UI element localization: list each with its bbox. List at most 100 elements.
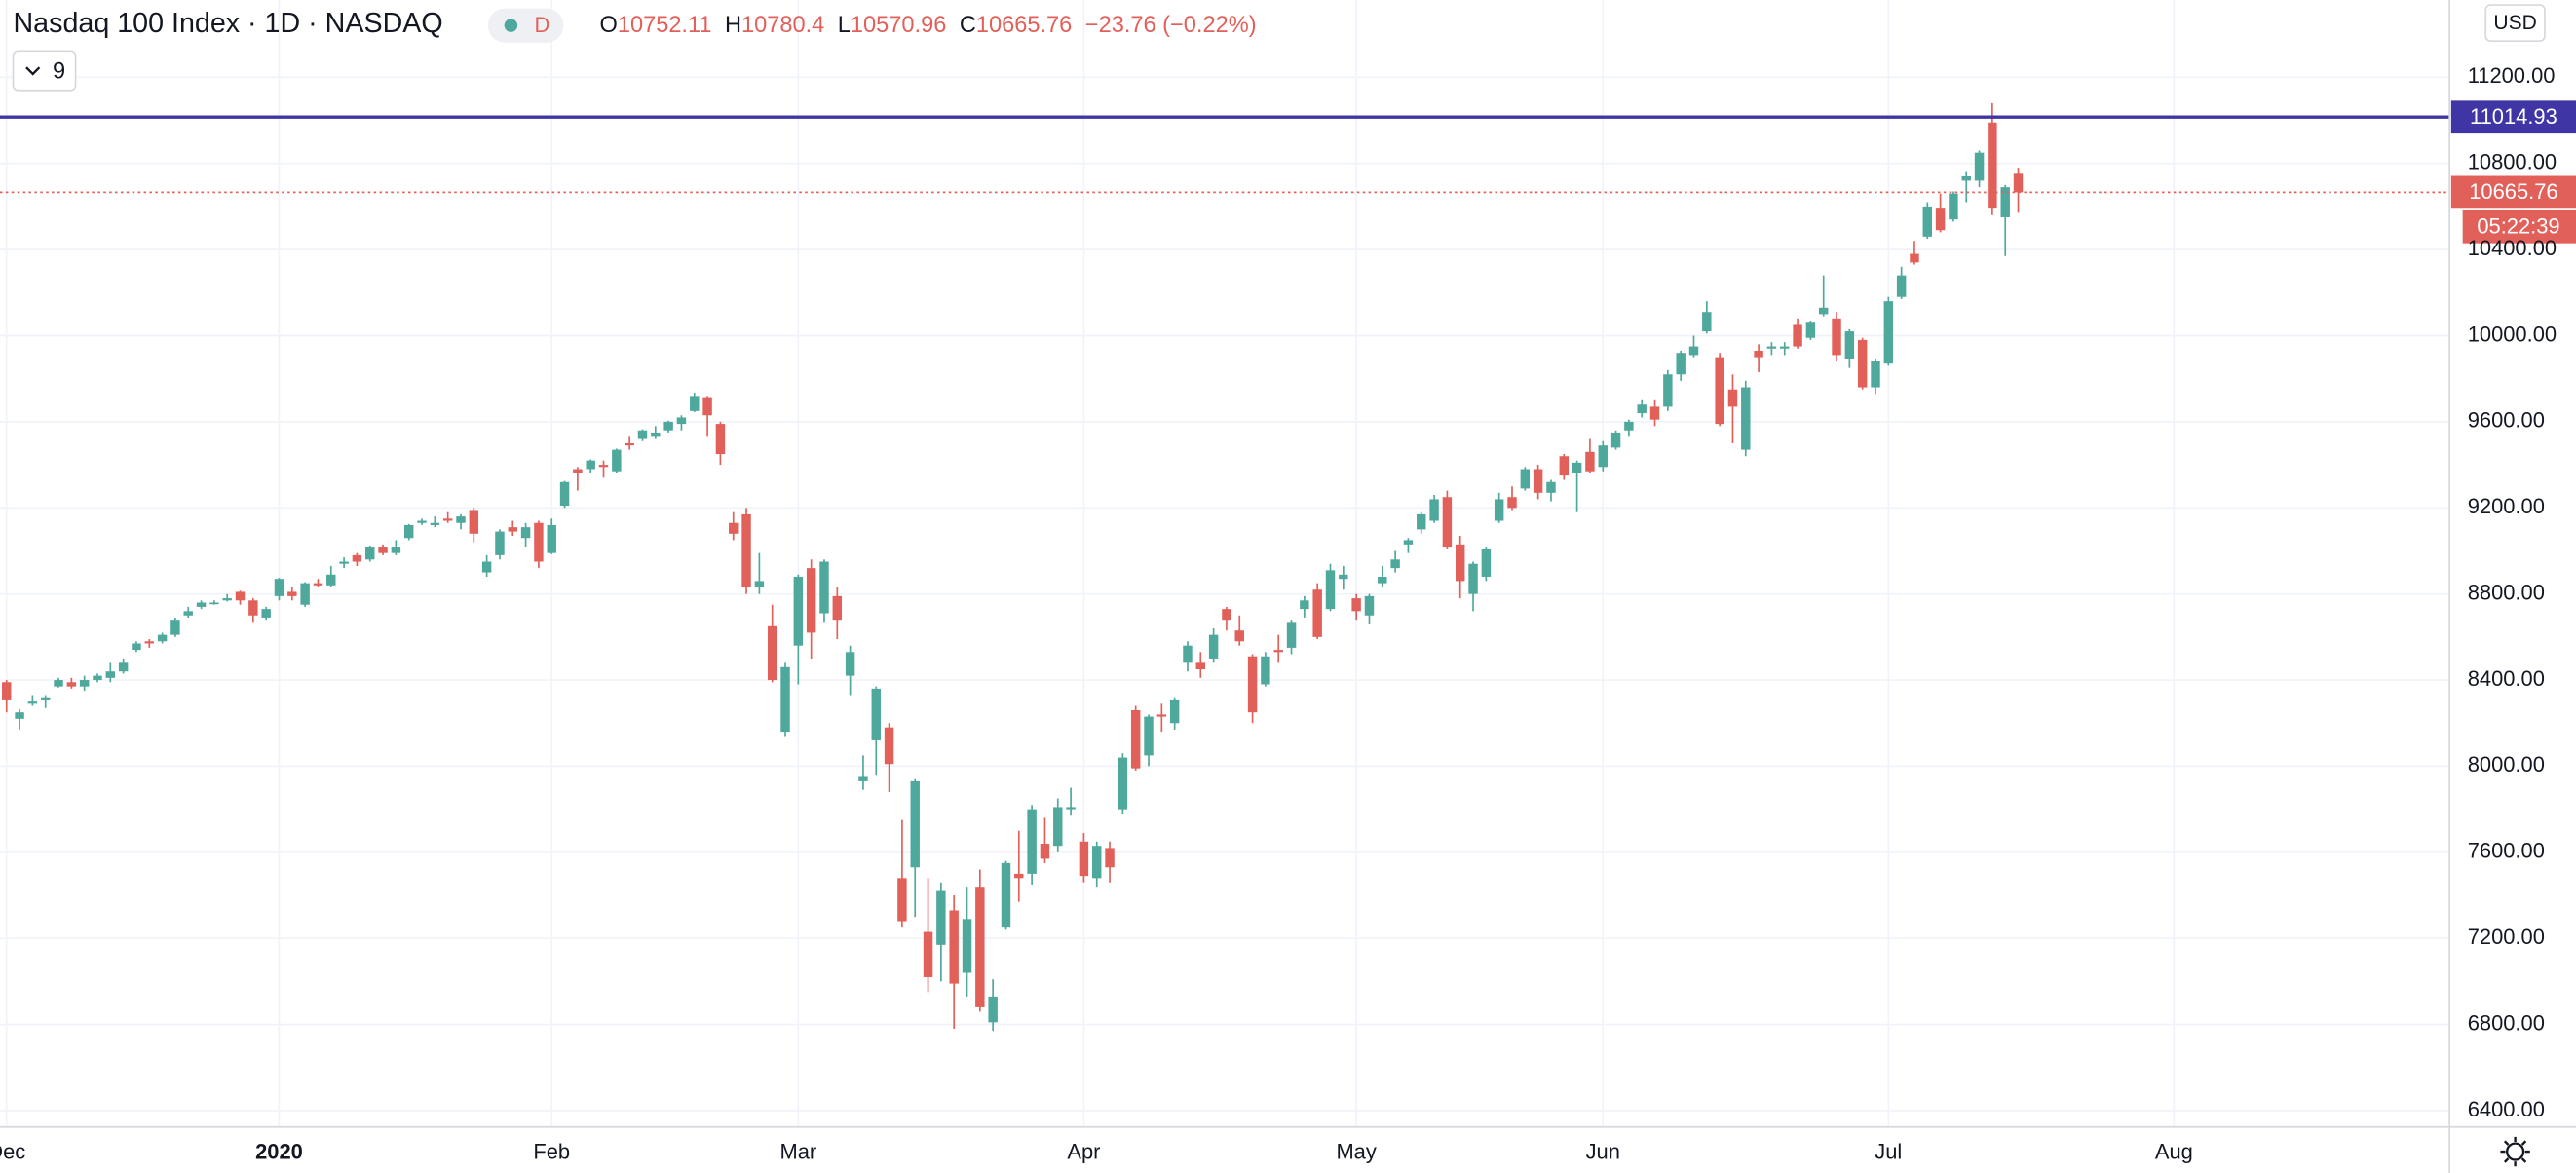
gear-teeth [2500,1136,2530,1167]
candle-body [1014,873,1024,879]
candle-body [1234,630,1244,642]
candle-body [1222,609,1231,621]
candle-body [923,931,933,977]
candle-body [1507,497,1517,509]
y-tick-label: 10400.00 [2468,236,2557,260]
overlays: 11014.93 10665.76 05:22:39 [0,100,2576,244]
candle-body [897,878,907,922]
candle-body [1442,497,1453,548]
candle-body [209,602,219,605]
candle-body [1780,346,1790,349]
grid [0,0,2450,1127]
y-tick-label: 9200.00 [2468,494,2545,518]
indicators-count[interactable]: 9 [53,58,65,84]
candle-body [222,598,232,601]
ohlc-prefix: C [960,13,976,38]
candle-body [1403,540,1414,545]
candle-body [495,531,505,555]
candle-body [1417,513,1426,530]
candle-body [741,513,751,588]
indicators-button[interactable] [12,50,77,92]
candle-body [625,442,634,446]
ohlc-prefix: O [599,13,617,38]
candle-body [1001,862,1011,928]
candle-body [274,579,284,596]
currency-label[interactable]: USD [2493,12,2536,34]
candle-body [1818,307,1829,315]
candle-body [936,890,946,945]
candle-body [235,591,246,601]
ohlc-prefix: H [725,13,741,38]
candle-body [261,609,271,618]
candle-body [573,469,583,473]
ohlc-value: 10752.11 [618,13,712,38]
x-tick-label: Aug [2155,1140,2193,1164]
last-price-badge [2450,175,2576,209]
candle-body [132,643,141,651]
candle-body [1351,598,1361,612]
candle-body [1261,656,1270,685]
ohlc-prefix: L [838,13,851,38]
candle-body [1896,275,1907,297]
candle-body [1961,175,1971,181]
candle-body [1130,709,1141,769]
candle-body [1247,656,1258,713]
candle-body [1208,634,1219,659]
candle-body [1610,432,1621,448]
candle-body [54,680,63,687]
candle-body [1857,339,1868,388]
y-tick-label: 11200.00 [2468,63,2556,88]
candle-body [988,996,998,1023]
candle-body [884,727,894,765]
hline-badge [2450,100,2576,134]
candle-body [1325,570,1336,610]
candle-body [1844,331,1855,359]
candle-body [1559,456,1570,476]
candle-body [1183,645,1193,663]
candle-body [300,583,310,605]
candle-body [105,671,116,678]
x-tick-label: Feb [533,1140,570,1164]
candle-body [1429,499,1439,521]
candle-body [1286,622,1297,648]
candle-body [1144,716,1154,756]
candle-body [287,591,297,596]
candle-body [1637,404,1647,414]
candle-body [845,652,855,676]
ohlc-value: 10780.4 [741,13,824,38]
chart-title: Nasdaq 100 Index · 1D · NASDAQ [13,8,442,39]
last-price-label: 10665.76 [2469,179,2557,204]
candle-body [832,595,843,621]
candle-body [559,481,570,507]
candle-body [1702,312,1712,332]
hline-badge-label: 11014.93 [2470,104,2557,129]
ohlc-value: 10570.96 [851,13,946,38]
candle-body [663,421,673,431]
candle-body [352,554,362,562]
interval-badge[interactable]: D [535,13,550,37]
candle-body [1455,544,1465,582]
candle-body [819,561,829,614]
candle-body [1079,841,1089,877]
candle-body [248,600,258,616]
candle-body [1922,206,1932,237]
settings-icon[interactable] [2500,1136,2530,1167]
candle-body [1053,807,1063,847]
candle-body [1715,357,1724,425]
candle-body [378,547,388,553]
candle-body [481,561,492,573]
candle-body [508,527,517,532]
candle-body [1390,559,1400,569]
currency-box[interactable] [2484,4,2546,43]
candle-body [1754,350,1763,358]
interval-badge-bg[interactable] [487,8,564,43]
candle-body [144,641,154,644]
candle-body [391,547,401,553]
candle-body [1572,462,1582,473]
candle-body [66,682,77,687]
candle-body [1663,374,1673,407]
y-tick-label: 6400.00 [2468,1097,2545,1121]
candle-body [1585,451,1595,472]
candle-body [1741,387,1751,450]
candle-body [1649,406,1660,420]
